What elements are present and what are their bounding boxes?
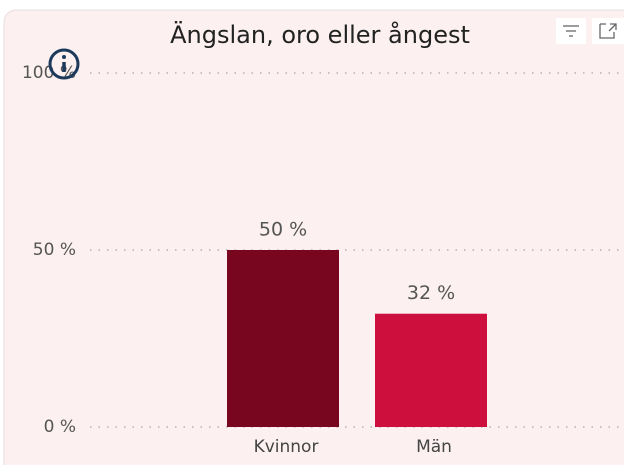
chart-title: Ängslan, oro eller ångest	[170, 20, 470, 49]
data-label: 32 %	[407, 282, 455, 304]
y-tick-label: 50 %	[33, 240, 76, 260]
x-tick-label: Män	[416, 437, 452, 457]
bar	[227, 250, 339, 427]
focus-icon[interactable]	[592, 18, 624, 44]
info-icon[interactable]	[48, 48, 80, 80]
filter-icon[interactable]	[556, 18, 586, 44]
bar	[375, 313, 487, 427]
x-tick-label: Kvinnor	[254, 437, 319, 457]
y-tick-label: 0 %	[44, 417, 76, 437]
data-label: 50 %	[259, 219, 307, 241]
